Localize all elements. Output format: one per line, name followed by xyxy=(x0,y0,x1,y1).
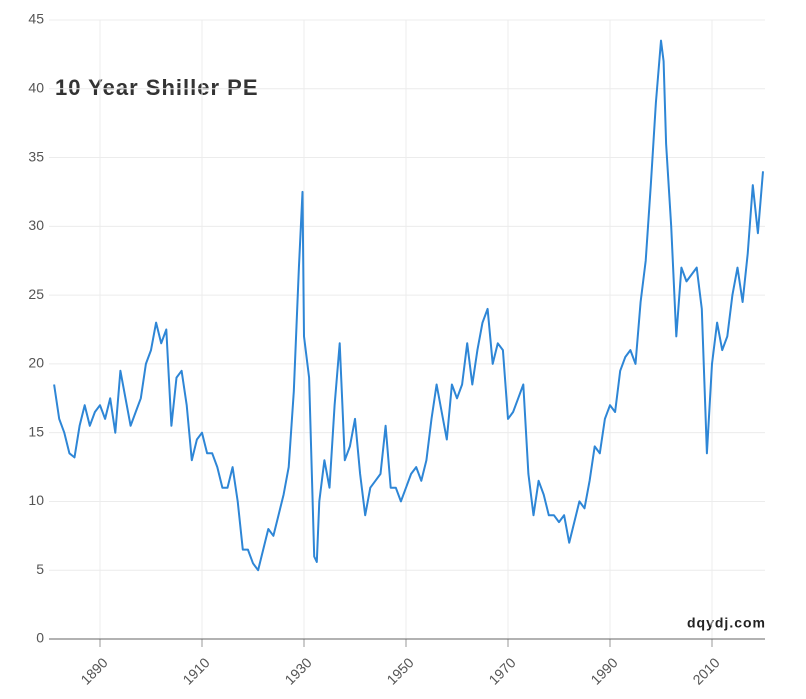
y-tick-label: 35 xyxy=(28,148,44,164)
chart-title: 10 Year Shiller PE xyxy=(55,75,259,100)
x-tick-label: 2010 xyxy=(689,654,722,687)
x-tick-label: 1950 xyxy=(383,654,416,687)
y-tick-label: 30 xyxy=(28,217,44,233)
x-tick-label: 1930 xyxy=(281,654,314,687)
y-tick-label: 5 xyxy=(36,561,44,577)
y-tick-label: 15 xyxy=(28,423,44,439)
y-tick-label: 0 xyxy=(36,630,44,646)
x-tick-label: 1890 xyxy=(77,654,110,687)
y-tick-label: 45 xyxy=(28,11,44,27)
x-tick-label: 1970 xyxy=(485,654,518,687)
y-tick-label: 10 xyxy=(28,492,44,508)
x-tick-label: 1910 xyxy=(179,654,212,687)
y-tick-label: 40 xyxy=(28,79,44,95)
x-tick-label: 1990 xyxy=(587,654,620,687)
data-line xyxy=(53,39,764,572)
y-tick-label: 25 xyxy=(28,286,44,302)
y-tick-label: 20 xyxy=(28,355,44,371)
watermark: dqydj.com xyxy=(687,615,766,631)
